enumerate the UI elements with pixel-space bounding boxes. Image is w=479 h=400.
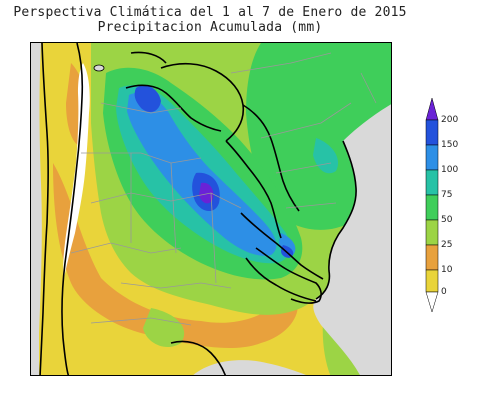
legend-swatch-25-50 (425, 219, 439, 246)
map-subtitle: Precipitacion Acumulada (mm) (97, 20, 323, 35)
legend-swatch-below-0 (425, 291, 439, 313)
precip-10-25-region (53, 163, 298, 349)
legend-label-25: 25 (441, 240, 453, 250)
legend-swatch-10-25 (425, 244, 439, 271)
legend-label-75: 75 (441, 190, 453, 200)
precip-200-plus-region (199, 182, 214, 204)
precip-150-200-region (134, 85, 161, 113)
precip-25-50-region (143, 308, 185, 348)
legend-swatch-200-plus (425, 98, 439, 121)
southern-ocean (193, 360, 306, 375)
country-borders (39, 43, 357, 375)
legend-label-0: 0 (441, 287, 447, 297)
legend-label-50: 50 (441, 215, 453, 225)
province-borders (70, 52, 377, 326)
precip-50-75-region (246, 43, 391, 230)
legend: 200 150 100 75 50 25 10 0 (425, 98, 475, 318)
pacific-ocean (31, 43, 42, 375)
legend-swatch-150-200 (425, 119, 439, 146)
lake-titicaca (93, 64, 105, 72)
legend-swatch-0-10 (425, 269, 439, 293)
legend-swatch-75-100 (425, 169, 439, 196)
precip-75-100-region (313, 138, 339, 174)
legend-label-10: 10 (441, 265, 453, 275)
map-title: Perspectiva Climática del 1 al 7 de Ener… (13, 5, 407, 20)
legend-label-150: 150 (441, 140, 459, 150)
legend-swatch-100-150 (425, 144, 439, 171)
precipitation-map (30, 42, 392, 376)
legend-colorbar (425, 98, 439, 313)
legend-label-100: 100 (441, 165, 459, 175)
legend-swatch-50-75 (425, 194, 439, 221)
atlantic-ocean (313, 104, 391, 375)
legend-label-200: 200 (441, 115, 459, 125)
